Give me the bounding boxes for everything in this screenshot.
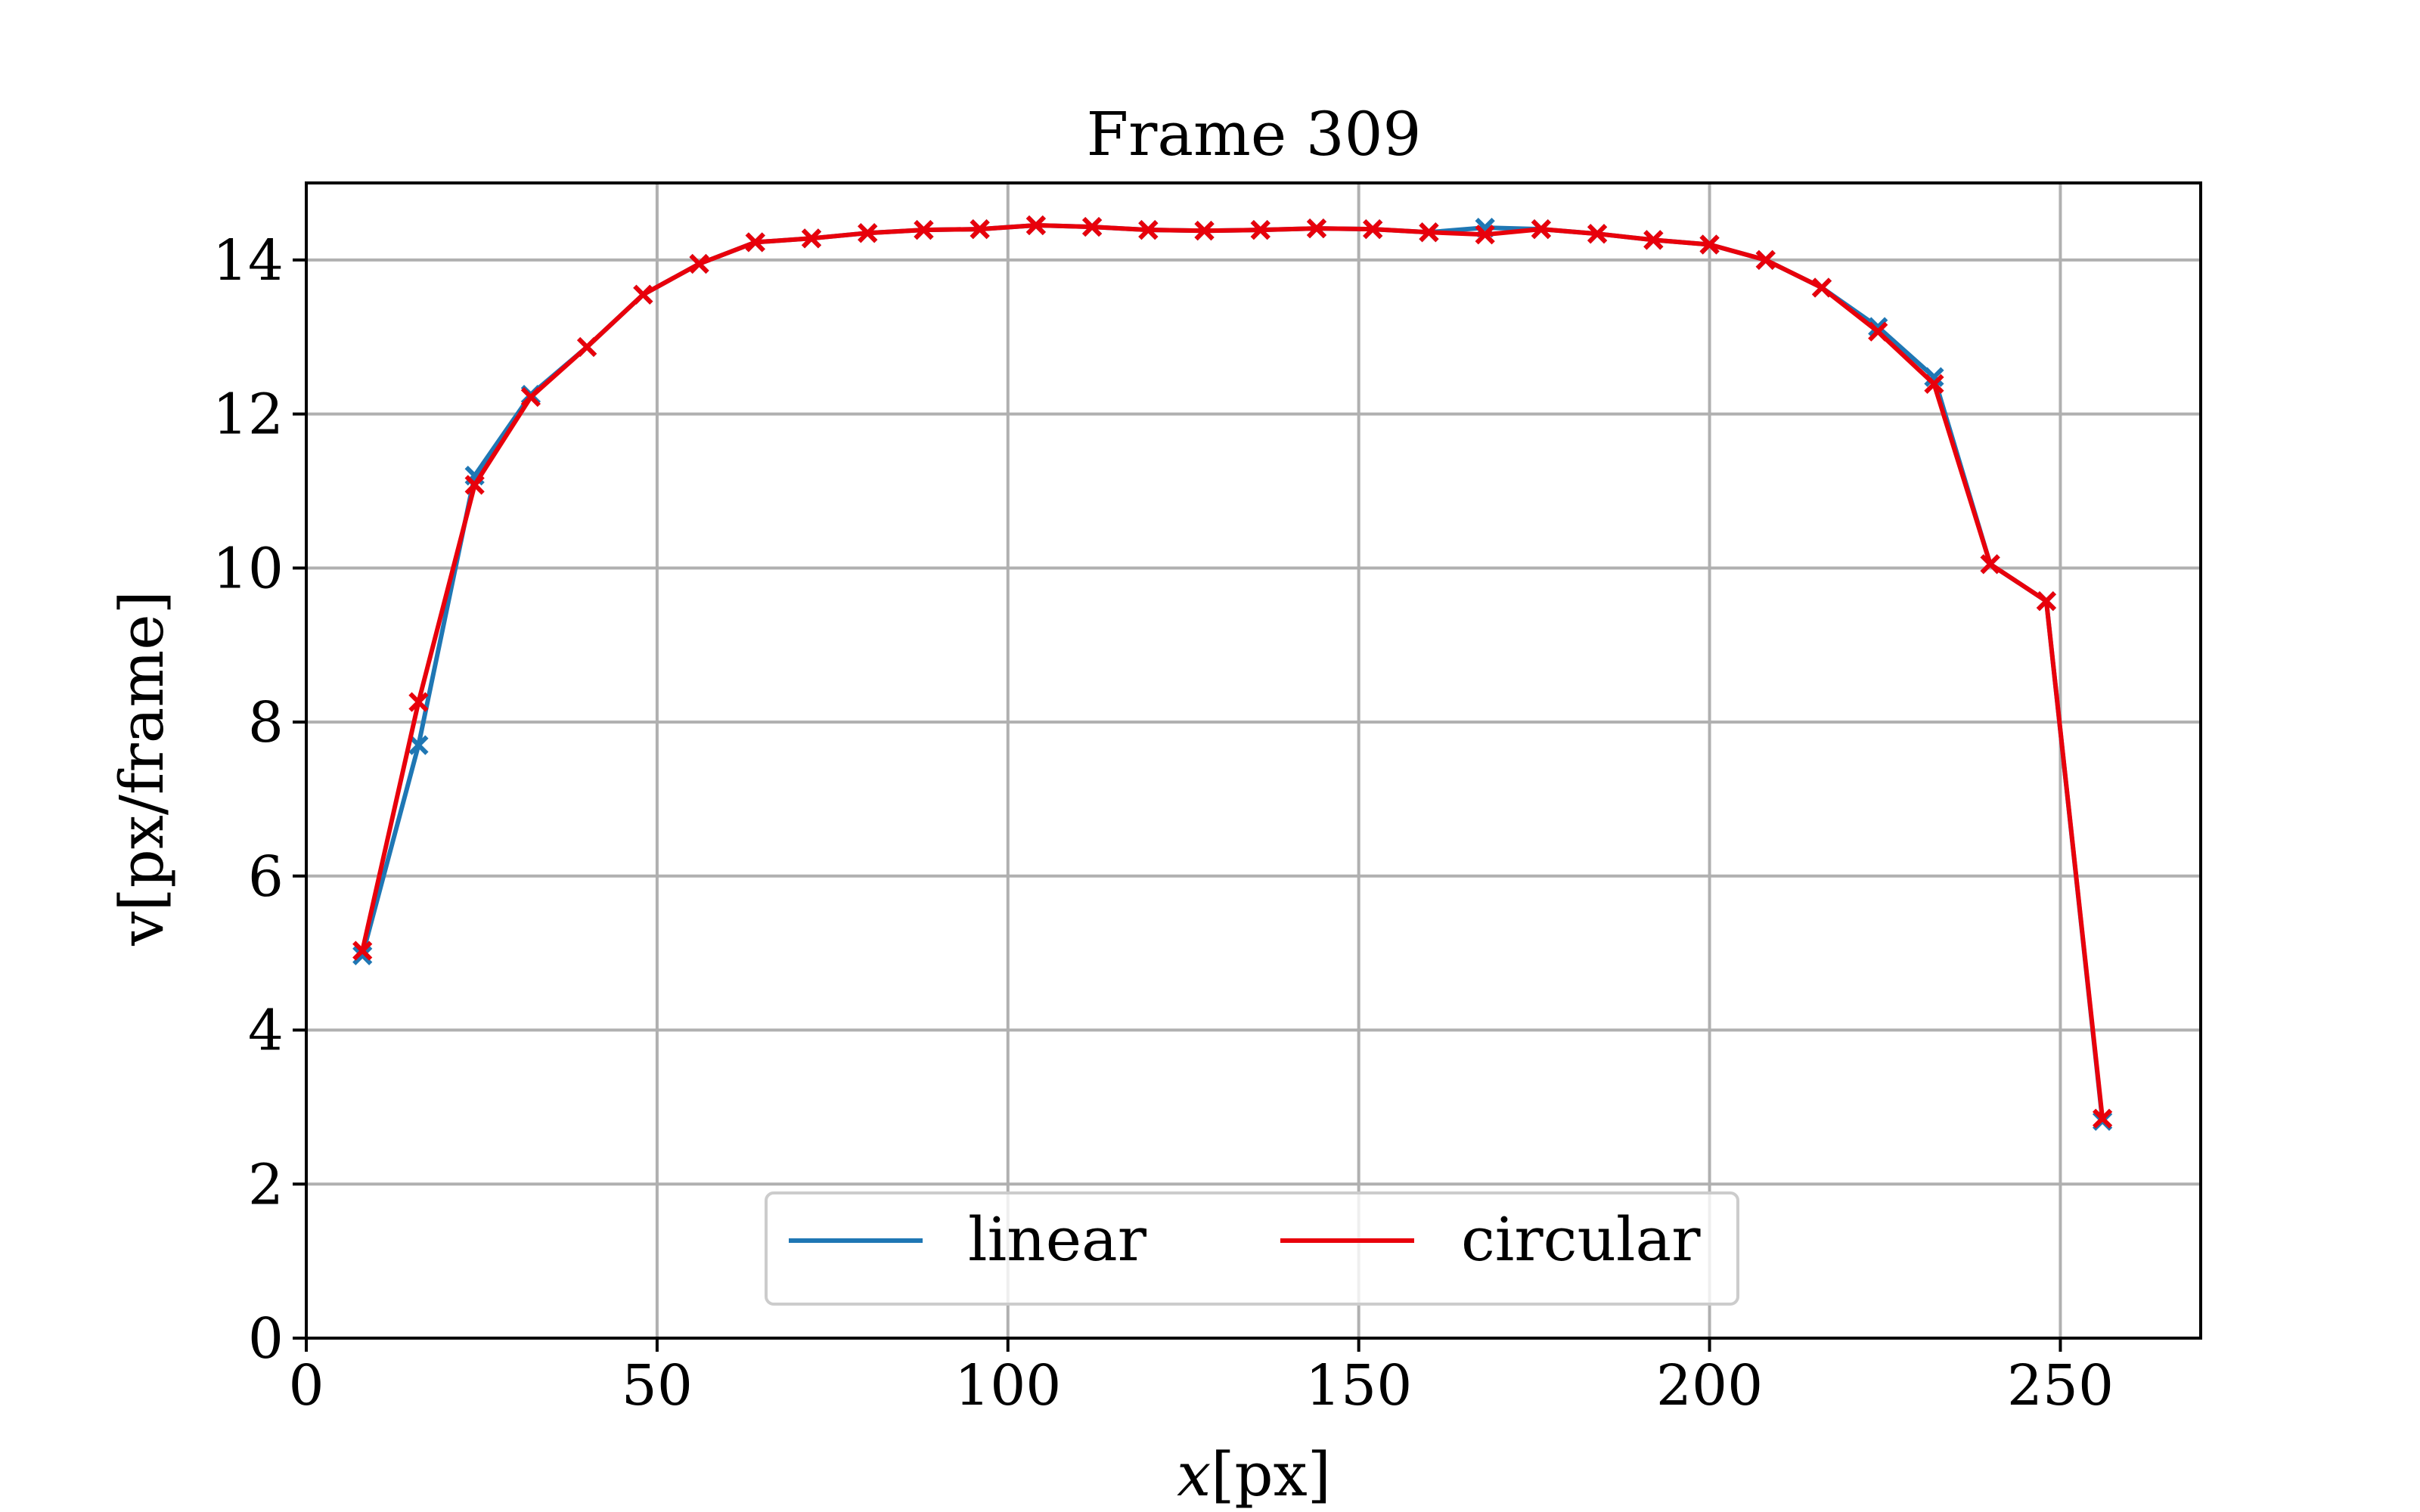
x-axis-label: x[px]	[1177, 1439, 1331, 1510]
legend-box	[765, 1191, 1739, 1306]
data-point-circular	[745, 232, 765, 253]
y-tick-label: 8	[248, 690, 284, 755]
x-tick-label: 100	[954, 1353, 1061, 1418]
data-point-circular	[520, 387, 541, 407]
data-point-circular	[1419, 222, 1439, 243]
data-point-circular	[1025, 215, 1047, 236]
plot-frame	[305, 181, 2202, 1340]
data-point-linear	[1868, 317, 1888, 337]
data-point-circular	[408, 692, 429, 712]
data-point-linear	[352, 945, 373, 965]
data-point-circular	[2036, 591, 2057, 612]
legend-label-linear: linear	[968, 1204, 1147, 1275]
chart-title: Frame 309	[1087, 99, 1422, 169]
data-point-circular	[1924, 373, 1944, 394]
data-point-circular	[576, 336, 597, 358]
data-point-circular	[1755, 249, 1776, 270]
y-tick-label: 14	[213, 228, 284, 293]
x-axis-label-variable: x	[1177, 1439, 1211, 1510]
data-point-circular	[1306, 218, 1327, 239]
x-tick-label: 150	[1305, 1353, 1412, 1418]
data-point-circular	[1081, 216, 1103, 237]
data-point-circular	[1868, 321, 1888, 342]
y-tick-label: 0	[248, 1306, 284, 1371]
legend: linear circular	[765, 1191, 1739, 1306]
data-point-circular	[1363, 218, 1383, 240]
x-tick-label: 50	[622, 1353, 693, 1418]
data-point-circular	[1138, 220, 1159, 240]
data-point-circular	[970, 218, 990, 240]
data-point-circular	[1811, 277, 1832, 298]
series-circular	[352, 215, 2113, 1129]
data-point-circular	[464, 475, 485, 495]
data-point-circular	[1980, 554, 2000, 575]
data-point-circular	[1531, 218, 1552, 240]
data-point-circular	[858, 223, 878, 243]
data-point-linear	[408, 735, 429, 755]
y-tick-label: 12	[213, 383, 284, 448]
y-tick-label: 2	[248, 1152, 284, 1217]
data-point-circular	[914, 220, 934, 240]
y-tick-label: 6	[248, 844, 284, 909]
x-tick-label: 250	[2007, 1353, 2114, 1418]
y-axis-label: v[px/frame]	[107, 590, 177, 947]
data-point-linear	[1924, 367, 1944, 387]
data-point-circular	[689, 253, 709, 274]
data-point-circular	[1587, 224, 1608, 244]
data-point-circular	[2092, 1108, 2113, 1129]
x-tick-label: 0	[288, 1353, 324, 1418]
grid	[305, 183, 2201, 1340]
y-tick-label: 10	[213, 536, 284, 601]
data-point-circular	[633, 284, 653, 305]
x-axis-label-unit: [px]	[1211, 1439, 1331, 1510]
series-layer	[352, 215, 2113, 1131]
data-point-circular	[801, 228, 822, 249]
data-point-circular	[1250, 220, 1270, 240]
series-line-circular	[360, 223, 2105, 1120]
data-point-circular	[1699, 234, 1720, 255]
x-tick-label: 200	[1656, 1353, 1763, 1418]
data-point-circular	[1643, 230, 1664, 250]
data-point-circular	[352, 940, 373, 961]
data-point-circular	[1194, 221, 1215, 241]
y-tick-label: 4	[248, 999, 284, 1064]
legend-label-circular: circular	[1461, 1204, 1701, 1275]
data-point-circular	[1475, 225, 1495, 245]
axis-ticks: 0 50 100 150 200 250 0 2 4 6 8 10 12 14	[213, 228, 2114, 1418]
